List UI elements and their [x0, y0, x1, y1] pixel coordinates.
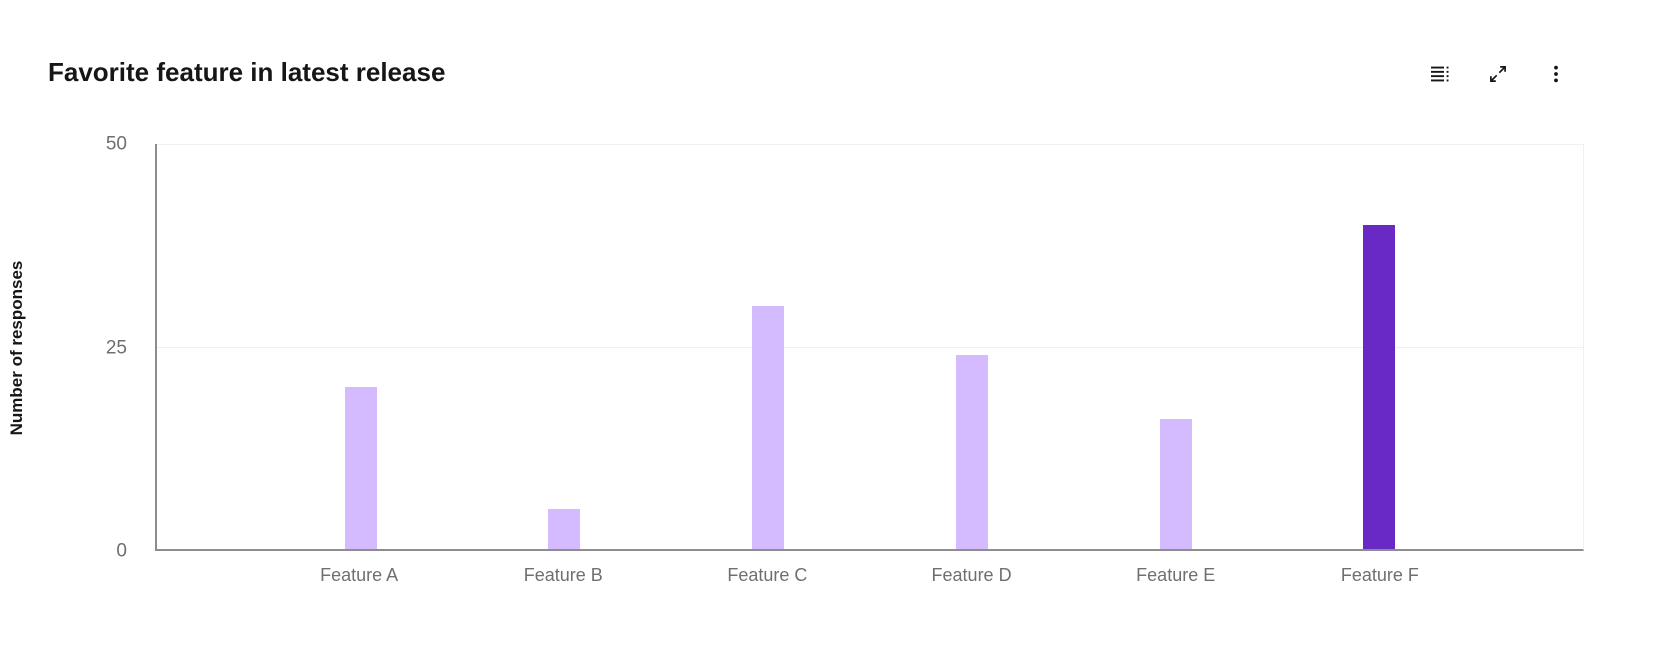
x-tick-label-feature-b: Feature B — [523, 565, 603, 585]
x-tick-label-feature-c: Feature C — [727, 565, 808, 585]
bar-feature-d[interactable] — [955, 354, 988, 549]
x-tick-label-feature-a: Feature A — [320, 565, 399, 585]
bar-feature-a[interactable] — [344, 387, 377, 549]
y-tick-label-0: 0 — [116, 540, 127, 562]
data-table-icon — [1431, 66, 1449, 82]
gridline-50 — [157, 144, 1583, 145]
expand-icon — [1490, 66, 1506, 82]
y-tick-label-50: 50 — [105, 133, 127, 155]
chart-toolbar — [1424, 58, 1572, 90]
y-tick-label-25: 25 — [105, 337, 127, 358]
chart-title: Favorite feature in latest release — [48, 57, 446, 87]
overflow-menu-button[interactable] — [1540, 58, 1572, 90]
bar-feature-b[interactable] — [548, 508, 581, 549]
gridline-25 — [157, 346, 1583, 348]
x-axis-labels: Feature A Feature B Feature C Feature D Feat… — [155, 565, 1584, 593]
bar-feature-c[interactable] — [752, 306, 785, 549]
x-tick-label-feature-d: Feature D — [931, 565, 1012, 585]
overflow-menu-icon — [1554, 65, 1558, 83]
bar-feature-f[interactable] — [1363, 225, 1396, 549]
bar-feature-e[interactable] — [1159, 419, 1192, 549]
expand-button[interactable] — [1482, 58, 1514, 90]
show-data-table-button[interactable] — [1424, 58, 1456, 90]
x-tick-label-feature-e: Feature E — [1136, 565, 1216, 585]
plot-area — [155, 144, 1584, 551]
y-axis-ticks: 0 25 50 — [0, 135, 135, 561]
x-tick-label-feature-f: Feature F — [1340, 565, 1419, 585]
